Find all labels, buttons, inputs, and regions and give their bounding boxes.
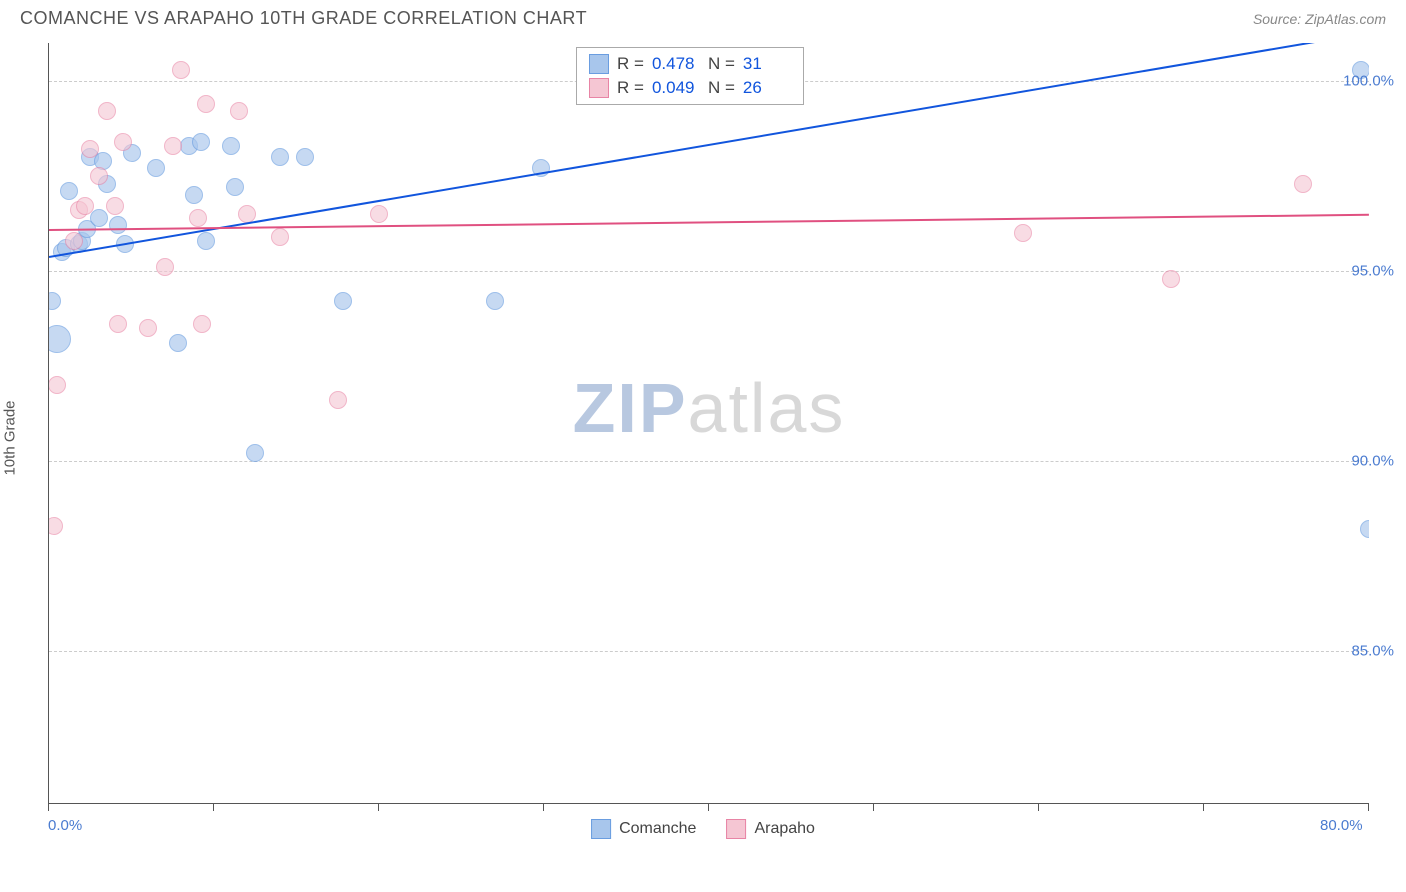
data-point — [226, 178, 244, 196]
data-point — [76, 197, 94, 215]
stat-n-label: N = — [708, 78, 735, 98]
data-point — [296, 148, 314, 166]
data-point — [1360, 520, 1369, 538]
data-point — [65, 232, 83, 250]
legend-swatch — [726, 819, 746, 839]
data-point — [197, 232, 215, 250]
data-point — [246, 444, 264, 462]
data-point — [147, 159, 165, 177]
data-point — [164, 137, 182, 155]
x-tick — [1368, 803, 1369, 811]
data-point — [172, 61, 190, 79]
chart-header: COMANCHE VS ARAPAHO 10TH GRADE CORRELATI… — [0, 0, 1406, 33]
data-point — [48, 376, 66, 394]
x-tick — [378, 803, 379, 811]
data-point — [197, 95, 215, 113]
gridline — [49, 651, 1369, 652]
stat-n-value: 31 — [743, 54, 791, 74]
data-point — [48, 325, 71, 353]
data-point — [193, 315, 211, 333]
watermark: ZIPatlas — [573, 368, 846, 448]
stats-box: R = 0.478 N = 31 R = 0.049 N = 26 — [576, 47, 804, 105]
x-tick — [213, 803, 214, 811]
data-point — [370, 205, 388, 223]
data-point — [48, 517, 63, 535]
data-point — [114, 133, 132, 151]
data-point — [329, 391, 347, 409]
legend-swatch — [589, 54, 609, 74]
stats-row: R = 0.049 N = 26 — [589, 76, 791, 100]
x-tick-label: 80.0% — [1320, 817, 1363, 834]
data-point — [1294, 175, 1312, 193]
x-tick — [708, 803, 709, 811]
x-tick — [873, 803, 874, 811]
data-point — [189, 209, 207, 227]
x-tick — [1038, 803, 1039, 811]
x-tick-label: 0.0% — [48, 817, 82, 834]
x-tick — [543, 803, 544, 811]
stat-r-label: R = — [617, 78, 644, 98]
chart-title: COMANCHE VS ARAPAHO 10TH GRADE CORRELATI… — [20, 8, 587, 29]
data-point — [98, 102, 116, 120]
data-point — [230, 102, 248, 120]
data-point — [1014, 224, 1032, 242]
data-point — [139, 319, 157, 337]
data-point — [271, 148, 289, 166]
data-point — [90, 167, 108, 185]
stat-n-value: 26 — [743, 78, 791, 98]
stat-n-label: N = — [708, 54, 735, 74]
stat-r-value: 0.049 — [652, 78, 700, 98]
x-tick — [1203, 803, 1204, 811]
data-point — [106, 197, 124, 215]
data-point — [486, 292, 504, 310]
data-point — [60, 182, 78, 200]
stat-r-label: R = — [617, 54, 644, 74]
plot-wrapper: 10th Grade ZIPatlas R = 0.478 N = 31 R = 0.04… — [0, 33, 1406, 843]
legend-item: Comanche — [591, 819, 696, 839]
y-tick-label: 100.0% — [1343, 73, 1394, 90]
plot-area: ZIPatlas — [48, 43, 1369, 804]
bottom-legend: Comanche Arapaho — [591, 819, 815, 839]
data-point — [48, 292, 61, 310]
data-point — [192, 133, 210, 151]
data-point — [334, 292, 352, 310]
stat-r-value: 0.478 — [652, 54, 700, 74]
data-point — [271, 228, 289, 246]
source-attribution: Source: ZipAtlas.com — [1253, 11, 1386, 27]
y-axis-label: 10th Grade — [2, 400, 19, 475]
watermark-light: atlas — [688, 369, 846, 447]
data-point — [109, 216, 127, 234]
legend-item: Arapaho — [726, 819, 815, 839]
legend-label: Arapaho — [754, 820, 815, 838]
y-tick-label: 95.0% — [1351, 263, 1394, 280]
legend-swatch — [589, 78, 609, 98]
data-point — [156, 258, 174, 276]
watermark-bold: ZIP — [573, 369, 688, 447]
data-point — [81, 140, 99, 158]
stats-row: R = 0.478 N = 31 — [589, 52, 791, 76]
data-point — [222, 137, 240, 155]
data-point — [169, 334, 187, 352]
y-tick-label: 90.0% — [1351, 453, 1394, 470]
legend-swatch — [591, 819, 611, 839]
x-tick — [48, 803, 49, 811]
data-point — [1162, 270, 1180, 288]
data-point — [109, 315, 127, 333]
y-tick-label: 85.0% — [1351, 643, 1394, 660]
legend-label: Comanche — [619, 820, 696, 838]
data-point — [185, 186, 203, 204]
gridline — [49, 461, 1369, 462]
